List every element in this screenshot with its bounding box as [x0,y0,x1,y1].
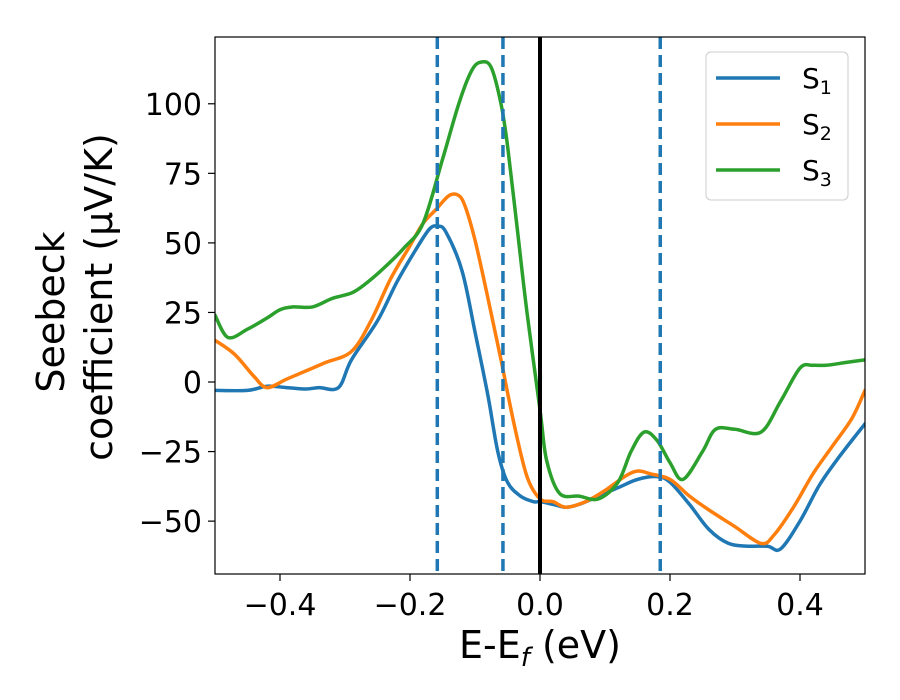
y-tick-label: 75 [164,157,202,192]
legend-box [705,51,849,201]
plot-area [215,37,865,574]
series-line-s2 [215,192,865,546]
y-tick-label: 25 [164,296,202,331]
x-tick-label: −0.2 [374,588,447,623]
y-axis: −50 −25 0 25 50 75 100 [139,88,215,540]
y-tick-label: −50 [139,505,202,540]
x-tick-label: 0.4 [776,588,824,623]
series-line-s1 [215,224,865,553]
y-tick-label: 100 [145,88,202,123]
legend-label-s2: S2 [802,108,832,145]
y-tick-label: −25 [139,436,202,471]
x-tick-label: 0.2 [646,588,694,623]
x-axis-label: E-Ef (eV) [459,623,621,673]
legend: S1 S2 S3 [705,51,849,201]
y-axis-label-line1: Seebeck [29,231,73,392]
y-tick-label: 0 [183,366,202,401]
y-axis-label-line2: coefficient (μV/K) [77,133,121,461]
legend-label-s1: S1 [802,62,832,99]
series-line-s3 [215,59,865,502]
x-tick-label: −0.4 [244,588,317,623]
legend-label-s3: S3 [802,154,832,191]
x-tick-label: 0.0 [516,588,564,623]
y-tick-label: 50 [164,227,202,262]
x-axis: −0.4 −0.2 0.0 0.2 0.4 [244,574,824,623]
